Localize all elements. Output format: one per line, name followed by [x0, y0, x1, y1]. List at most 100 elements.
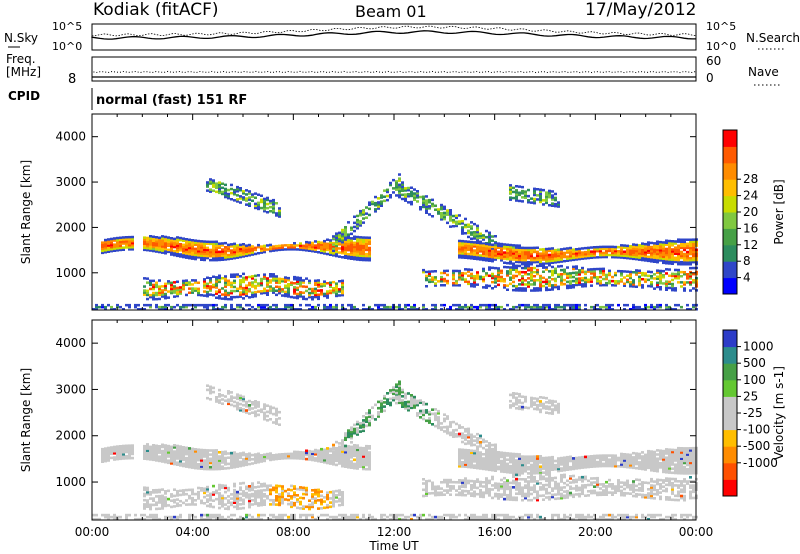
echo-cell	[239, 517, 242, 521]
echo-cell	[665, 259, 668, 263]
echo-cell	[275, 285, 278, 288]
echo-cell	[215, 248, 218, 252]
echo-cell	[206, 515, 209, 519]
echo-cell	[437, 515, 440, 519]
echo-cell	[515, 266, 518, 270]
echo-cell	[491, 245, 494, 249]
echo-cell	[302, 285, 305, 288]
echo-cell	[515, 250, 518, 253]
echo-cell	[248, 495, 251, 498]
echo-cell	[536, 270, 539, 274]
echo-cell	[500, 277, 503, 281]
echo-cell	[497, 256, 500, 260]
echo-cell	[197, 245, 200, 249]
echo-cell	[470, 274, 473, 278]
echo-cell	[329, 454, 332, 457]
echo-cell	[422, 482, 425, 485]
echo-cell	[218, 393, 221, 396]
echo-cell	[461, 242, 464, 245]
echo-cell	[668, 274, 671, 277]
echo-cell	[242, 251, 245, 254]
echo-cell	[353, 229, 356, 233]
echo-cell	[554, 257, 557, 260]
echo-cell	[503, 253, 506, 256]
echo-cell	[518, 256, 521, 260]
echo-cell	[320, 282, 323, 286]
echo-cell	[155, 459, 158, 462]
echo-cell	[320, 249, 323, 252]
echo-cell	[440, 493, 443, 497]
echo-cell	[473, 257, 476, 260]
echo-cell	[551, 288, 554, 291]
echo-cell	[329, 291, 332, 295]
echo-cell	[467, 308, 470, 311]
echo-cell	[497, 305, 500, 309]
echo-cell	[212, 283, 215, 287]
echo-cell	[209, 289, 212, 292]
echo-cell	[656, 252, 659, 256]
echo-cell	[575, 250, 578, 253]
echo-cell	[566, 274, 569, 277]
echo-cell	[380, 517, 383, 521]
echo-cell	[488, 303, 491, 307]
echo-cell	[233, 400, 236, 404]
echo-cell	[488, 466, 491, 469]
echo-cell	[176, 236, 179, 239]
echo-cell	[143, 289, 146, 292]
echo-cell	[290, 517, 293, 521]
echo-cell	[248, 505, 251, 509]
echo-cell	[284, 280, 287, 283]
echo-cell	[440, 308, 443, 311]
echo-cell	[470, 479, 473, 483]
echo-cell	[194, 241, 197, 244]
echo-cell	[164, 245, 167, 249]
echo-cell	[242, 278, 245, 282]
echo-cell	[644, 274, 647, 277]
echo-cell	[293, 282, 296, 285]
echo-cell	[254, 274, 257, 278]
echo-cell	[620, 274, 623, 277]
echo-cell	[290, 497, 293, 500]
echo-cell	[128, 237, 131, 241]
echo-cell	[308, 454, 311, 457]
echo-cell	[152, 239, 155, 243]
echo-cell	[194, 289, 197, 292]
echo-cell	[284, 244, 287, 247]
echo-cell	[599, 251, 602, 255]
echo-cell	[122, 248, 125, 251]
echo-cell	[398, 191, 401, 195]
echo-cell	[428, 205, 431, 208]
echo-cell	[212, 515, 215, 519]
echo-cell	[131, 450, 134, 454]
echo-cell	[482, 440, 485, 444]
echo-cell	[290, 305, 293, 309]
echo-cell	[308, 287, 311, 291]
echo-cell	[461, 485, 464, 488]
echo-cell	[485, 259, 488, 262]
echo-cell	[164, 282, 167, 286]
echo-cell	[533, 260, 536, 264]
echo-cell	[332, 287, 335, 290]
echo-cell	[230, 397, 233, 400]
echo-cell	[257, 481, 260, 484]
echo-cell	[365, 258, 368, 262]
echo-cell	[152, 458, 155, 462]
echo-cell	[551, 278, 554, 281]
echo-cell	[176, 455, 179, 458]
echo-cell	[539, 260, 542, 264]
echo-cell	[278, 291, 281, 295]
echo-cell	[404, 195, 407, 198]
echo-cell	[314, 244, 317, 247]
echo-cell	[644, 242, 647, 246]
echo-cell	[239, 291, 242, 294]
echo-cell	[686, 252, 689, 256]
echo-cell	[353, 241, 356, 245]
echo-cell	[299, 488, 302, 491]
echo-cell	[245, 248, 248, 251]
echo-cell	[122, 242, 125, 245]
echo-cell	[599, 305, 602, 309]
echo-cell	[545, 197, 548, 200]
echo-cell	[218, 258, 221, 262]
echo-cell	[260, 460, 263, 463]
echo-cell	[473, 231, 476, 234]
